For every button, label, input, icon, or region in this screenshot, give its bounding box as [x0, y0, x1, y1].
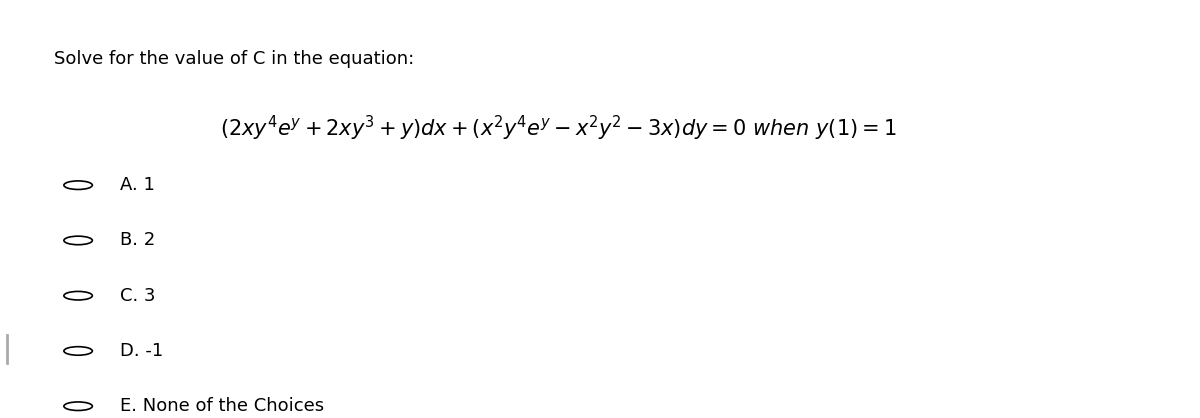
Text: C. 3: C. 3: [120, 287, 155, 305]
Text: D. -1: D. -1: [120, 342, 163, 360]
Text: B. 2: B. 2: [120, 232, 155, 250]
Text: Solve for the value of C in the equation:: Solve for the value of C in the equation…: [54, 50, 415, 68]
Text: E. None of the Choices: E. None of the Choices: [120, 397, 324, 415]
Text: $(2xy^4e^y + 2xy^3 + y)dx + (x^2y^4e^y - x^2y^2 - 3x)dy = 0\ \mathit{when}\ y(1): $(2xy^4e^y + 2xy^3 + y)dx + (x^2y^4e^y -…: [221, 114, 896, 143]
Text: A. 1: A. 1: [120, 176, 155, 194]
